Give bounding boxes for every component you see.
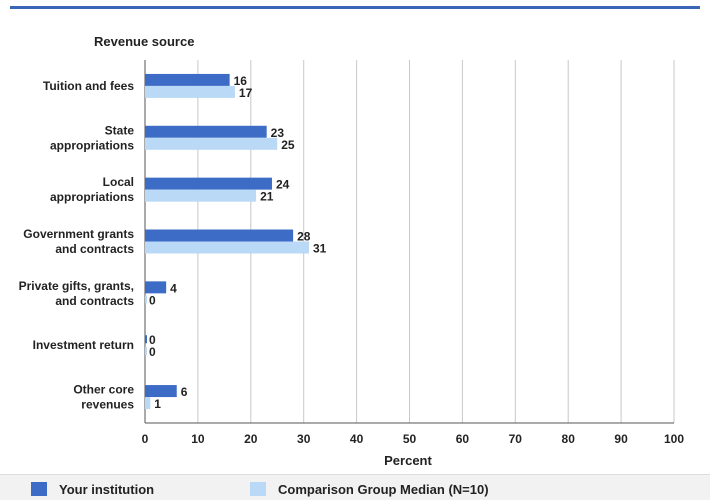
data-label-1-3: 31 bbox=[313, 242, 327, 256]
tick-label-x-10: 10 bbox=[191, 432, 205, 446]
data-label-1-6: 1 bbox=[154, 397, 161, 411]
category-label-1-1: appropriations bbox=[50, 138, 134, 152]
bar-1-3 bbox=[145, 241, 309, 254]
bar-0-6 bbox=[145, 385, 177, 398]
category-label-3-0: Government grants bbox=[23, 227, 134, 241]
x-axis-title: Percent bbox=[384, 453, 432, 468]
tick-label-x-100: 100 bbox=[664, 432, 684, 446]
tick-label-x-30: 30 bbox=[297, 432, 311, 446]
tick-label-x-40: 40 bbox=[350, 432, 364, 446]
category-label-6-1: revenues bbox=[81, 398, 134, 412]
revenue-bar-chart: Revenue source 0 10 20 30 40 50 60 70 80 90 100161… bbox=[19, 34, 685, 468]
legend-item-your-institution: Your institution bbox=[31, 482, 154, 497]
legend: Your institution Comparison Group Median… bbox=[0, 474, 710, 500]
bar-0-5 bbox=[145, 335, 147, 344]
bar-1-1 bbox=[145, 137, 278, 150]
tick-label-x-20: 20 bbox=[244, 432, 258, 446]
category-label-6-0: Other core bbox=[73, 383, 134, 397]
bar-1-0 bbox=[145, 85, 235, 98]
bar-1-5 bbox=[145, 347, 147, 356]
category-label-2-0: Local bbox=[103, 175, 134, 189]
data-label-0-4: 4 bbox=[170, 281, 177, 295]
data-label-0-6: 6 bbox=[181, 385, 188, 399]
bar-0-3 bbox=[145, 229, 294, 242]
bar-0-2 bbox=[145, 177, 272, 190]
data-label-1-0: 17 bbox=[239, 86, 253, 100]
bars bbox=[145, 73, 309, 410]
category-label-4-0: Private gifts, grants, bbox=[19, 279, 134, 293]
bar-0-4 bbox=[145, 281, 167, 294]
tick-label-x-70: 70 bbox=[509, 432, 523, 446]
category-label-2-1: appropriations bbox=[50, 190, 134, 204]
bar-0-0 bbox=[145, 73, 230, 86]
grid-lines bbox=[144, 60, 675, 424]
category-label-0-0: Tuition and fees bbox=[43, 79, 134, 93]
data-label-0-0: 16 bbox=[234, 74, 248, 88]
category-label-1-0: State bbox=[105, 123, 135, 137]
data-label-1-2: 21 bbox=[260, 190, 274, 204]
data-label-1-1: 25 bbox=[281, 138, 295, 152]
legend-label-comparison-group: Comparison Group Median (N=10) bbox=[278, 482, 489, 497]
tick-label-x-80: 80 bbox=[562, 432, 576, 446]
legend-swatch-your-institution bbox=[31, 482, 47, 496]
bar-1-2 bbox=[145, 189, 257, 202]
bar-1-4 bbox=[145, 295, 147, 304]
bar-1-6 bbox=[145, 397, 151, 410]
legend-item-comparison-group: Comparison Group Median (N=10) bbox=[250, 482, 489, 497]
chart-title: Revenue source bbox=[94, 34, 194, 49]
data-label-0-1: 23 bbox=[271, 126, 285, 140]
data-label-0-2: 24 bbox=[276, 178, 290, 192]
data-label-0-5: 0 bbox=[149, 333, 156, 347]
category-label-4-1: and contracts bbox=[55, 294, 134, 308]
tick-label-x-60: 60 bbox=[456, 432, 470, 446]
bar-0-1 bbox=[145, 125, 267, 138]
legend-label-your-institution: Your institution bbox=[59, 482, 155, 497]
legend-swatch-comparison-group bbox=[250, 482, 266, 496]
data-label-1-4: 0 bbox=[149, 293, 156, 307]
tick-label-x-0: 0 bbox=[142, 432, 149, 446]
tick-label-x-90: 90 bbox=[614, 432, 628, 446]
data-label-0-3: 28 bbox=[297, 230, 311, 244]
tick-label-x-50: 50 bbox=[403, 432, 417, 446]
header-rule bbox=[10, 6, 700, 9]
data-label-1-5: 0 bbox=[149, 345, 156, 359]
category-label-5-0: Investment return bbox=[33, 338, 134, 352]
category-label-3-1: and contracts bbox=[55, 242, 134, 256]
